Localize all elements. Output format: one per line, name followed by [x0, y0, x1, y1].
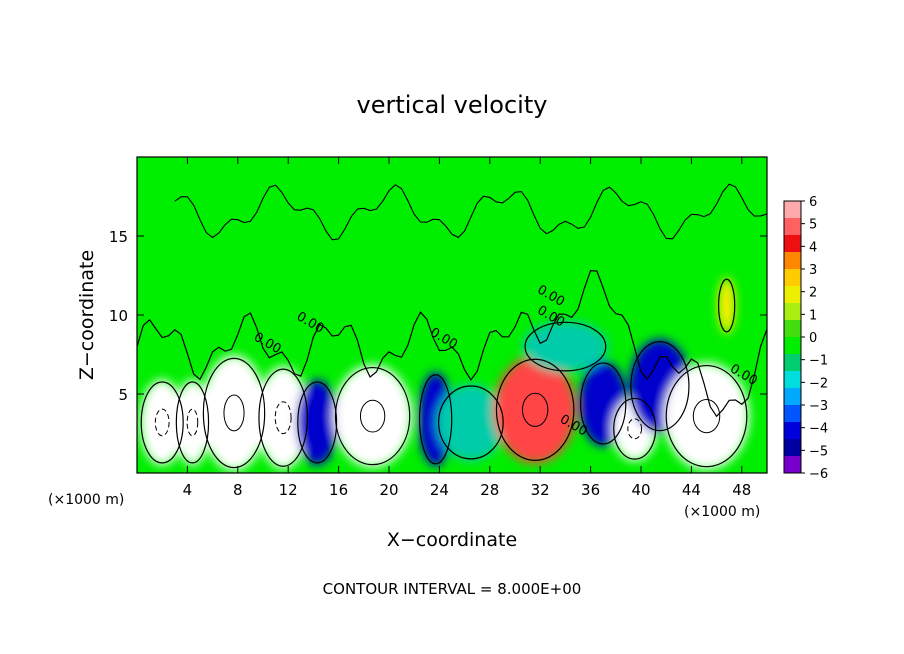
colorbar-swatch-11 [784, 388, 801, 406]
velocity-cell-5-layer-0 [333, 364, 412, 468]
inner-contour-2 [223, 394, 245, 432]
colorbar-tick-label-12: −6 [809, 467, 828, 482]
colorbar-swatch-6 [784, 303, 801, 321]
velocity-cell-7-layer-0 [436, 384, 505, 461]
zero-contour-0 [140, 381, 184, 464]
colorbar-tick-label-3: 3 [809, 263, 817, 278]
zero-contour-12 [665, 364, 748, 468]
y-axis-label: Z−coordinate [76, 250, 98, 380]
colorbar-swatch-2 [784, 235, 801, 253]
colorbar-tick-label-11: −5 [809, 444, 828, 459]
velocity-cell-12-layer-0 [663, 362, 750, 470]
zero-contour-4 [297, 381, 338, 464]
zero-contour-3 [258, 368, 308, 467]
velocity-cell-0-layer-0 [140, 379, 185, 466]
inner-contour-1 [186, 408, 199, 437]
inner-contour-12 [692, 399, 721, 434]
y-tick-label-15: 15 [109, 228, 128, 246]
zero-contour-1 [175, 381, 210, 464]
colorbar-swatch-9 [784, 354, 801, 372]
zero-contour-top [174, 183, 767, 241]
colorbar-swatch-8 [784, 337, 801, 355]
zero-contour-10 [613, 397, 657, 460]
zero-contour-13 [718, 278, 736, 333]
colorbar-swatch-4 [784, 269, 801, 287]
velocity-cell-13-layer-0 [718, 277, 736, 334]
zero-contour-6 [418, 374, 453, 465]
colorbar-tick-label-5: 1 [809, 308, 817, 323]
x-tick-label-40: 40 [631, 481, 650, 499]
colorbar-swatch-10 [784, 371, 801, 389]
colorbar-tick-label-7: −1 [809, 354, 828, 369]
velocity-cell-8-layer-0 [494, 356, 576, 464]
colorbar-tick-label-6: 0 [809, 331, 817, 346]
colorbar-tick-label-8: −2 [809, 376, 828, 391]
velocity-cell-1-layer-0 [175, 379, 210, 466]
colorbar-tick-label-4: 2 [809, 286, 817, 301]
colorbar-swatch-3 [784, 252, 801, 270]
velocity-cell-3-layer-0 [257, 366, 309, 469]
colorbar-tick-label-0: 6 [809, 195, 817, 210]
x-tick-label-44: 44 [682, 481, 701, 499]
inner-contour-3 [274, 401, 292, 435]
colorbar-swatch-13 [784, 422, 801, 440]
colorbar-swatch-7 [784, 320, 801, 338]
y-axis-ticks: 5 10 15 [109, 228, 767, 404]
inner-contour-10 [627, 418, 643, 440]
x-tick-label-16: 16 [329, 481, 348, 499]
zero-contour-7 [438, 385, 504, 460]
x-tick-label-20: 20 [379, 481, 398, 499]
zero-contour-5 [334, 366, 411, 466]
zero-contour-14 [524, 321, 607, 372]
x-axis-label: X−coordinate [387, 529, 517, 551]
zero-contour-2 [202, 357, 266, 469]
zero-contour-9 [580, 362, 627, 445]
zero-contour-upper [137, 269, 767, 418]
velocity-cell-14-layer-0 [522, 321, 608, 373]
colorbar-tick-label-9: −3 [809, 399, 828, 414]
colorbar-tick-label-2: 4 [809, 240, 817, 255]
velocity-field [140, 277, 750, 471]
contour-lines [137, 183, 767, 469]
x-tick-label-4: 4 [183, 481, 193, 499]
colorbar-tick-label-10: −4 [809, 422, 828, 437]
x-unit-label-right: (×1000 m) [684, 504, 760, 520]
colorbar-swatch-1 [784, 218, 801, 236]
x-tick-label-28: 28 [480, 481, 499, 499]
velocity-cell-4-layer-0 [296, 379, 338, 466]
x-tick-label-24: 24 [430, 481, 449, 499]
zero-contour-11 [630, 341, 690, 432]
x-unit-label-left: (×1000 m) [48, 492, 124, 508]
contour-interval-note: CONTOUR INTERVAL = 8.000E+00 [323, 580, 582, 598]
colorbar-tick-label-1: 5 [809, 218, 817, 233]
zero-contour-8 [495, 358, 575, 461]
inner-contour-0 [154, 408, 170, 437]
x-tick-label-48: 48 [732, 481, 751, 499]
colorbar: 6 5 4 3 2 1 0 −1 −2 −3 −4 −5 −6 [783, 195, 828, 482]
colorbar-swatch-5 [784, 286, 801, 304]
colorbar-swatch-15 [784, 456, 801, 474]
chart-title: vertical velocity [357, 91, 548, 119]
colorbar-swatch-14 [784, 439, 801, 457]
y-tick-label-10: 10 [109, 307, 128, 325]
inner-contour-5 [359, 399, 386, 433]
x-tick-label-32: 32 [531, 481, 550, 499]
x-axis-ticks: 4 8 12 16 20 24 28 32 36 40 44 48 [183, 157, 751, 499]
velocity-cell-2-layer-0 [201, 355, 267, 471]
colorbar-swatch-12 [784, 405, 801, 423]
plot-area: 0.000.000.000.000.000.000.00 [137, 157, 767, 473]
x-tick-label-12: 12 [279, 481, 298, 499]
x-tick-label-8: 8 [233, 481, 243, 499]
y-tick-label-5: 5 [118, 386, 128, 404]
inner-contour-8 [521, 392, 549, 427]
x-tick-label-36: 36 [581, 481, 600, 499]
colorbar-swatch-0 [784, 201, 801, 219]
